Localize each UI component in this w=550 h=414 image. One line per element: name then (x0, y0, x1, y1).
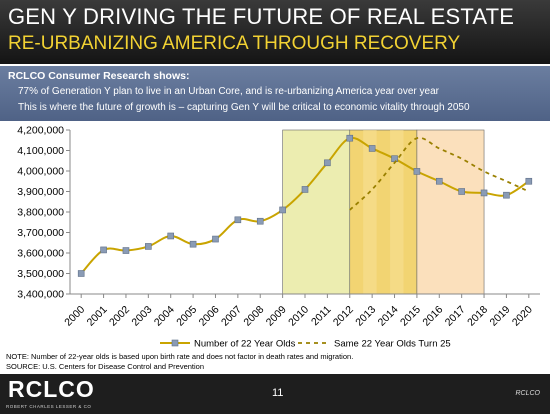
x-tick-label: 2016 (420, 304, 445, 329)
y-tick-label: 3,400,000 (17, 289, 64, 301)
x-tick-label: 2004 (152, 304, 177, 329)
x-tick-label: 2015 (398, 304, 423, 329)
x-tick-label: 2018 (465, 304, 490, 329)
x-tick-label: 2006 (197, 304, 222, 329)
data-point (279, 206, 286, 214)
data-point (145, 243, 152, 250)
highlight-region-1 (282, 129, 351, 295)
x-tick-label: 2005 (174, 304, 199, 329)
footer-brand: RCLCO (515, 390, 540, 397)
legend-label-22-year-olds: Number of 22 Year Olds (194, 339, 296, 350)
rclco-logo: RCLCO (8, 376, 95, 402)
data-point (301, 186, 309, 193)
region-band (363, 130, 377, 294)
note-line: NOTE: Number of 22-year olds is based up… (6, 352, 354, 361)
data-point (346, 134, 354, 142)
data-point (234, 216, 242, 224)
y-tick-label: 3,800,000 (17, 207, 64, 219)
x-tick-label: 2011 (309, 304, 334, 329)
page-number: 11 (272, 387, 284, 399)
logo-tagline: ROBERT CHARLES LESSER & CO (6, 404, 92, 409)
data-point (324, 159, 331, 167)
y-tick-label: 4,100,000 (17, 145, 64, 157)
x-tick-label: 2009 (264, 304, 289, 329)
legend-marker (171, 339, 179, 347)
legend-label-turn-25: Same 22 Year Olds Turn 25 (334, 339, 451, 350)
data-point (256, 217, 264, 225)
data-point (122, 247, 130, 254)
x-tick-label: 2008 (241, 304, 266, 329)
data-point (458, 188, 465, 195)
x-tick-label: 2019 (488, 304, 513, 329)
x-tick-label: 2020 (510, 304, 535, 329)
highlight-region-2 (349, 129, 418, 295)
series-line-turn-25 (349, 136, 530, 211)
region-band (390, 130, 404, 294)
y-tick-label: 3,600,000 (17, 248, 64, 260)
data-point (435, 177, 443, 185)
x-tick-label: 2010 (286, 304, 311, 329)
footer-bar: RCLCO ROBERT CHARLES LESSER & CO 11 RCLC… (0, 374, 550, 414)
y-tick-label: 4,000,000 (17, 166, 64, 178)
data-point (212, 235, 219, 243)
data-point (100, 246, 107, 254)
y-tick-label: 3,500,000 (17, 268, 64, 280)
data-point (368, 145, 376, 152)
x-tick-label: 2000 (62, 304, 87, 329)
data-point (480, 189, 488, 197)
population-chart: 3,400,000 3,500,000 3,600,000 3,700,000 3,80… (17, 125, 540, 350)
data-point (391, 155, 398, 163)
y-tick-label: 3,900,000 (17, 186, 64, 198)
y-tick-label: 4,200,000 (17, 125, 64, 137)
x-tick-label: 2014 (376, 304, 401, 329)
data-point (77, 270, 85, 277)
research-bullets: RCLCO Consumer Research shows: 77% of Ge… (0, 66, 550, 121)
data-point (503, 191, 510, 199)
x-tick-label: 2001 (85, 304, 110, 329)
data-point (167, 232, 175, 240)
slide-title: GEN Y DRIVING THE FUTURE OF REAL ESTATE (8, 4, 515, 29)
x-tick-label: 2007 (219, 304, 244, 329)
x-tick-label: 2002 (107, 304, 132, 329)
footnote: NOTE: Number of 22-year olds is based up… (6, 352, 353, 372)
data-point (413, 168, 421, 175)
y-tick-label: 3,700,000 (17, 227, 64, 239)
x-tick-label: 2012 (331, 304, 356, 329)
x-tick-label: 2003 (129, 304, 154, 329)
data-point (189, 240, 197, 248)
header-band: GEN Y DRIVING THE FUTURE OF REAL ESTATE … (0, 0, 550, 64)
slide-subtitle: RE-URBANIZING AMERICA THROUGH RECOVERY (8, 33, 461, 54)
bullet-1: 77% of Generation Y plan to live in an U… (18, 86, 439, 97)
data-point (525, 177, 533, 185)
highlight-region-3 (416, 129, 485, 295)
bullet-2: This is where the future of growth is – … (18, 102, 470, 113)
x-tick-label: 2017 (443, 304, 468, 329)
source-line: SOURCE: U.S. Centers for Disease Control… (6, 362, 204, 371)
bullets-heading: RCLCO Consumer Research shows: (8, 70, 190, 82)
x-tick-label: 2013 (353, 304, 378, 329)
